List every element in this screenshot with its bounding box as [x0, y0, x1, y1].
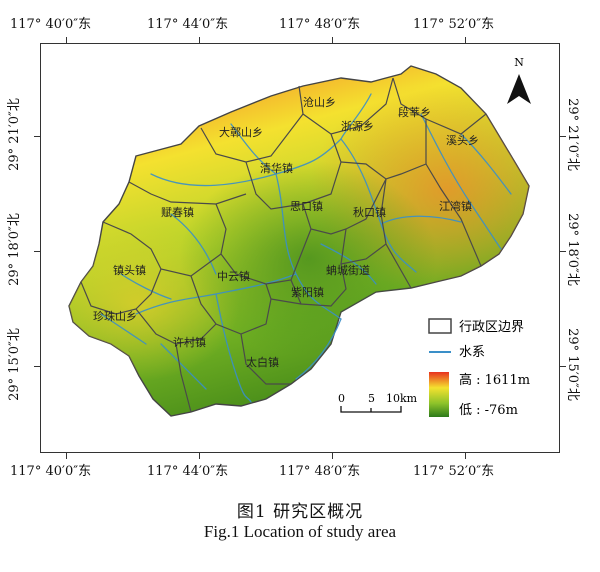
town-label: 太白镇 [246, 355, 279, 369]
legend-water-label: 水系 [459, 345, 485, 360]
right-coord-2: 29° 18′0″北 [564, 213, 580, 286]
tick-left-1 [34, 136, 40, 137]
top-coord-1: 117° 40′0″东 [10, 17, 92, 32]
town-label: 思口镇 [290, 199, 323, 213]
tick-bottom-4 [465, 453, 466, 459]
scale-bar: 0 5 10km [338, 392, 418, 413]
left-coord-3: 29° 15′0″北 [6, 328, 22, 401]
town-label: 赋春镇 [161, 205, 194, 219]
tick-right-1 [560, 136, 566, 137]
town-label: 珍珠山乡 [93, 309, 137, 323]
legend-elevation-ramp [429, 372, 449, 417]
north-arrow-icon [507, 74, 531, 104]
north-arrow: N [507, 56, 531, 104]
county-area [68, 65, 530, 417]
scale-zero: 0 [338, 392, 345, 405]
right-coord-1: 29° 21′0″北 [564, 98, 580, 171]
bottom-coord-1: 117° 40′0″东 [10, 464, 92, 479]
legend-boundary-swatch [428, 318, 452, 334]
top-coord-4: 117° 52′0″东 [413, 17, 495, 32]
svg-text:N: N [514, 56, 524, 69]
tick-bottom-2 [199, 453, 200, 459]
left-coord-1: 29° 21′0″北 [6, 98, 22, 171]
right-coord-3: 29° 15′0″北 [564, 328, 580, 401]
town-label: 秋口镇 [353, 205, 386, 219]
township-boundaries [80, 77, 487, 413]
water-system [100, 93, 512, 403]
town-label: 江湾镇 [439, 199, 472, 213]
town-label: 中云镇 [217, 269, 250, 283]
figure-caption-en: Fig.1 Location of study area [203, 522, 397, 541]
bottom-coord-4: 117° 52′0″东 [413, 464, 495, 479]
left-coord-2: 29° 18′0″北 [6, 213, 22, 286]
tick-bottom-3 [332, 453, 333, 459]
legend-boundary-label: 行政区边界 [459, 320, 524, 335]
tick-left-3 [34, 366, 40, 367]
town-label: 清华镇 [260, 161, 293, 175]
town-label: 溪头乡 [446, 134, 479, 147]
figure-caption-cn: 图1 研究区概况 [236, 502, 364, 522]
scale-end: 10km [386, 392, 418, 405]
bottom-coord-3: 117° 48′0″东 [279, 464, 361, 479]
town-labels: 沧山乡 段莘乡 大鄣山乡 浙源乡 溪头乡 清华镇 思口镇 秋口镇 江湾镇 赋春镇… [93, 95, 479, 369]
tick-top-3 [332, 37, 333, 43]
tick-right-2 [560, 251, 566, 252]
town-label: 紫阳镇 [291, 285, 324, 299]
town-label: 浙源乡 [341, 119, 374, 133]
town-label: 许村镇 [173, 335, 206, 349]
town-label: 段莘乡 [398, 105, 431, 119]
map-frame: 沧山乡 段莘乡 大鄣山乡 浙源乡 溪头乡 清华镇 思口镇 秋口镇 江湾镇 赋春镇… [40, 43, 560, 453]
town-label: 大鄣山乡 [219, 125, 263, 139]
legend-high-label: 高 : 1611m [459, 372, 530, 388]
top-coord-2: 117° 44′0″东 [147, 17, 229, 32]
legend: 行政区边界 水系 高 : 1611m 低 : -76m [428, 318, 530, 418]
tick-bottom-1 [66, 453, 67, 459]
scale-mid: 5 [368, 392, 375, 405]
town-label: 镇头镇 [113, 263, 146, 277]
tick-top-4 [465, 37, 466, 43]
tick-top-1 [66, 37, 67, 43]
tick-right-3 [560, 366, 566, 367]
legend-low-label: 低 : -76m [459, 403, 518, 418]
town-label: 沧山乡 [303, 95, 336, 109]
tick-top-2 [199, 37, 200, 43]
tick-left-2 [34, 251, 40, 252]
bottom-coord-2: 117° 44′0″东 [147, 464, 229, 479]
top-coord-3: 117° 48′0″东 [279, 17, 361, 32]
town-label: 蚺城街道 [326, 263, 370, 277]
map-svg: 沧山乡 段莘乡 大鄣山乡 浙源乡 溪头乡 清华镇 思口镇 秋口镇 江湾镇 赋春镇… [68, 56, 531, 418]
